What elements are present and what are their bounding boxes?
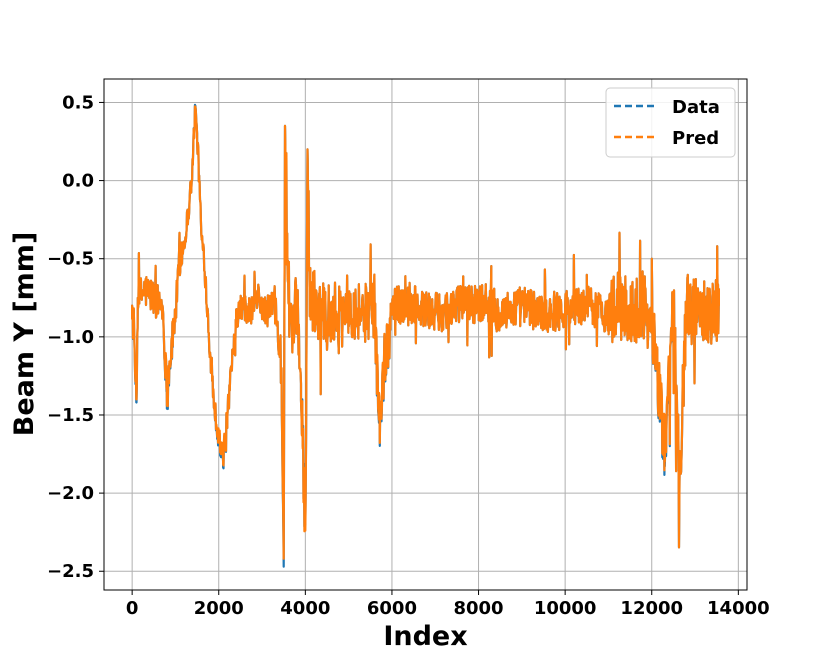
legend: Data Pred — [605, 87, 736, 158]
y-tick-label: −1.0 — [47, 327, 94, 348]
y-tick-label: −1.5 — [47, 405, 94, 426]
y-tick-label: −0.5 — [47, 249, 94, 270]
y-tick-label: 0.0 — [62, 171, 94, 192]
x-tick-label: 4000 — [280, 598, 330, 619]
y-axis-label: Beam Y [mm] — [9, 232, 40, 437]
x-tick-label: 14000 — [707, 598, 770, 619]
x-tick-label: 2000 — [194, 598, 244, 619]
x-tick-label: 6000 — [367, 598, 417, 619]
legend-label-data: Data — [672, 97, 720, 118]
grid-lines — [104, 79, 747, 590]
x-tick-label: 8000 — [453, 598, 503, 619]
legend-label-pred: Pred — [672, 128, 719, 149]
x-tick-label: 0 — [126, 598, 139, 619]
y-tick-label: −2.0 — [47, 483, 94, 504]
series-layer — [131, 103, 720, 568]
x-tick-label: 10000 — [534, 598, 597, 619]
y-tick-label: 0.5 — [62, 92, 94, 113]
series-line-pred — [131, 105, 720, 560]
x-axis-label: Index — [383, 621, 467, 652]
y-tick-label: −2.5 — [47, 561, 94, 582]
x-axis-ticks: 0 2000 4000 6000 8000 10000 12000 14000 — [126, 590, 770, 619]
x-tick-label: 12000 — [620, 598, 683, 619]
plot-frame — [103, 78, 748, 591]
y-axis-ticks: −2.5 −2.0 −1.5 −1.0 −0.5 0.0 0.5 — [47, 92, 104, 582]
